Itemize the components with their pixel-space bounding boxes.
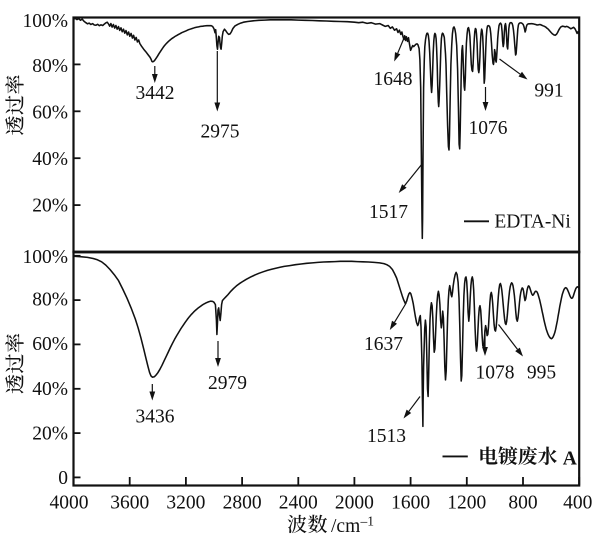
svg-text:EDTA-Ni: EDTA-Ni (494, 211, 571, 232)
svg-text:1076: 1076 (469, 118, 508, 139)
svg-text:A: A (563, 448, 577, 469)
svg-text:40%: 40% (32, 379, 68, 400)
svg-text:40%: 40% (32, 149, 68, 170)
svg-text:/cm: /cm (331, 516, 360, 537)
svg-text:80%: 80% (32, 56, 68, 77)
svg-text:2975: 2975 (201, 122, 240, 143)
svg-text:80%: 80% (32, 290, 68, 311)
svg-text:2800: 2800 (223, 493, 262, 514)
svg-text:3200: 3200 (166, 493, 205, 514)
svg-text:800: 800 (508, 493, 537, 514)
svg-text:991: 991 (534, 81, 563, 102)
svg-text:1513: 1513 (367, 426, 406, 447)
svg-text:1517: 1517 (369, 202, 408, 223)
svg-text:995: 995 (527, 363, 556, 384)
svg-text:1078: 1078 (476, 363, 515, 384)
svg-text:–1: –1 (360, 513, 375, 528)
svg-text:1200: 1200 (447, 493, 486, 514)
svg-text:2400: 2400 (279, 493, 318, 514)
svg-text:1600: 1600 (391, 493, 430, 514)
svg-text:2000: 2000 (335, 493, 374, 514)
svg-text:400: 400 (563, 493, 592, 514)
svg-text:0: 0 (58, 468, 68, 489)
svg-text:4000: 4000 (50, 493, 89, 514)
svg-text:3600: 3600 (110, 493, 149, 514)
svg-text:100%: 100% (23, 247, 69, 268)
svg-text:3442: 3442 (136, 83, 175, 104)
svg-text:3436: 3436 (136, 407, 175, 428)
svg-text:20%: 20% (32, 424, 68, 445)
svg-text:20%: 20% (32, 196, 68, 217)
svg-text:100%: 100% (23, 11, 69, 32)
svg-text:60%: 60% (32, 103, 68, 124)
svg-text:60%: 60% (32, 334, 68, 355)
svg-text:1637: 1637 (364, 334, 403, 355)
svg-text:2979: 2979 (208, 373, 247, 394)
svg-text:1648: 1648 (374, 69, 413, 90)
